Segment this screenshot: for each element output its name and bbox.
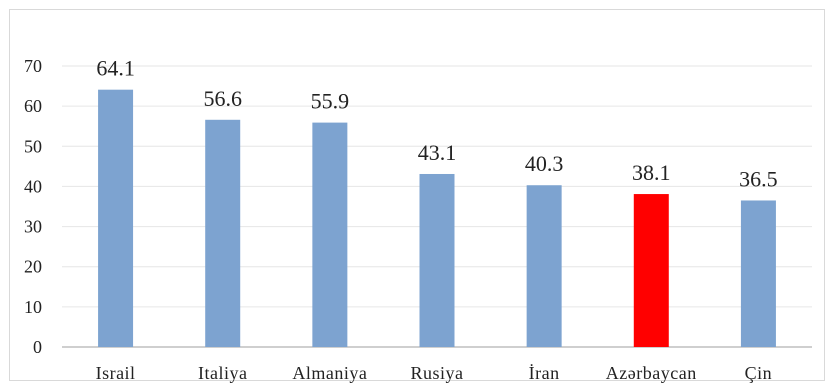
bar-6 <box>740 200 776 347</box>
bar-1 <box>205 119 241 347</box>
bar-4 <box>526 185 562 347</box>
bars <box>98 89 776 347</box>
y-tick-label: 50 <box>24 136 42 156</box>
data-label: 36.5 <box>739 166 778 191</box>
category-label: Çin <box>745 363 773 383</box>
category-label: Rusiya <box>410 363 463 383</box>
y-tick-label: 20 <box>24 257 42 277</box>
bar-5 <box>633 194 669 347</box>
category-label: İran <box>529 363 560 383</box>
data-label: 43.1 <box>418 140 457 165</box>
y-tick-label: 60 <box>24 96 42 116</box>
y-axis-ticks: 0 10 20 30 40 50 60 70 <box>24 56 42 357</box>
category-label: Israil <box>96 363 136 383</box>
y-tick-label: 40 <box>24 176 42 196</box>
data-label: 64.1 <box>96 56 135 81</box>
category-label: Almaniya <box>292 363 367 383</box>
bar-0 <box>98 89 134 347</box>
data-label: 38.1 <box>632 160 671 185</box>
y-tick-label: 10 <box>24 297 42 317</box>
y-tick-label: 0 <box>33 337 42 357</box>
y-tick-label: 70 <box>24 56 42 76</box>
y-tick-label: 30 <box>24 217 42 237</box>
category-label: Azərbaycan <box>606 363 697 383</box>
x-axis-categories: Israil Italiya Almaniya Rusiya İran Azərbayca… <box>96 363 773 383</box>
category-label: Italiya <box>198 363 247 383</box>
data-label: 56.6 <box>203 86 242 111</box>
data-labels: 64.1 56.6 55.9 43.1 40.3 38.1 36.5 <box>96 56 777 192</box>
chart-frame <box>9 9 825 381</box>
gridlines <box>62 65 812 308</box>
bar-3 <box>419 173 455 347</box>
data-label: 55.9 <box>311 89 350 114</box>
data-label: 40.3 <box>525 151 564 176</box>
bar-2 <box>312 122 348 347</box>
